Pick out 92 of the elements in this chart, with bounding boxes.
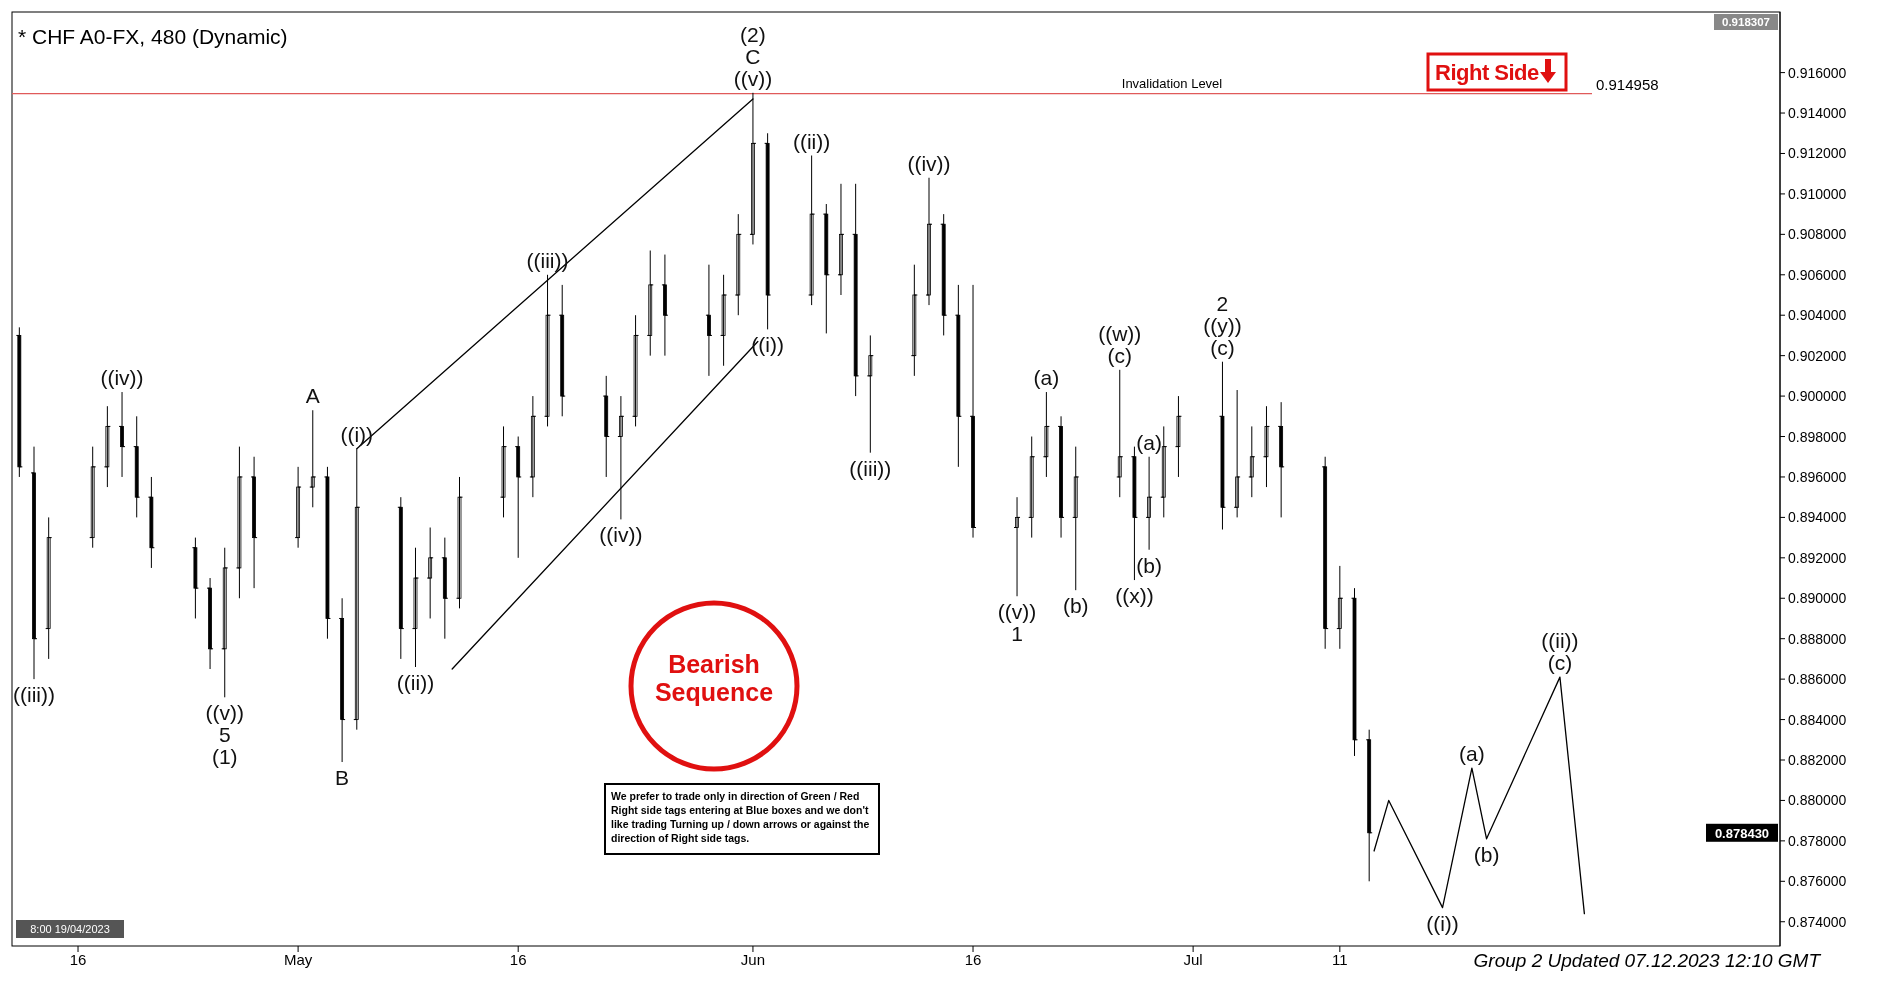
candlestick (237, 446, 242, 599)
candlestick (1132, 446, 1137, 581)
y-tick-label: 0.884000 (1788, 711, 1847, 728)
y-tick-label: 0.886000 (1788, 671, 1847, 688)
annotation: Bearish Sequence (654, 650, 774, 706)
y-tick-label: 0.912000 (1788, 145, 1847, 162)
x-tick-label: Jun (740, 951, 766, 968)
annotation: ((i)) (751, 333, 784, 357)
y-tick-label: 0.908000 (1788, 226, 1847, 243)
y-tick-label: 0.896000 (1788, 468, 1847, 485)
x-tick-label: 16 (509, 951, 527, 968)
annotation: 1 (1011, 622, 1023, 646)
y-tick-label: 0.916000 (1788, 64, 1847, 81)
annotation: ((iii)) (13, 683, 55, 707)
y-tick-label: 0.906000 (1788, 266, 1847, 283)
chart-title: * CHF A0-FX, 480 (Dynamic) (18, 25, 288, 48)
y-tick-label: 0.888000 (1788, 630, 1847, 647)
annotation: 2 (1216, 291, 1229, 315)
y-tick-label: 0.904000 (1788, 307, 1847, 324)
annotation: (2) (740, 22, 766, 46)
annotation: 5 (218, 723, 231, 747)
annotation: ((i)) (1426, 911, 1459, 935)
candlestick (1176, 395, 1181, 478)
candlestick (413, 547, 418, 668)
y-tick-label: 0.876000 (1788, 873, 1847, 890)
annotation: (b) (1062, 594, 1089, 618)
candlestick (956, 284, 961, 468)
y-tick-label: 0.914000 (1788, 105, 1847, 122)
candlestick (809, 155, 814, 306)
annotation: ((ii)) (1541, 629, 1579, 653)
annotation: 0.918307 (1722, 16, 1770, 28)
candlestick (765, 132, 770, 330)
text: Group 2 Updated 07.12.2023 12:10 GMT (1473, 950, 1822, 971)
annotation: B (335, 766, 350, 790)
annotation: (c) (1547, 651, 1573, 675)
y-tick-label: 0.880000 (1788, 792, 1847, 809)
annotation: (a) (1459, 742, 1485, 766)
annotation: Right Side (1435, 60, 1540, 85)
candlestick (545, 274, 550, 427)
candlestick (457, 476, 462, 609)
candlestick (633, 314, 638, 427)
y-tick-label: 0.910000 (1788, 185, 1847, 202)
annotation: ((ii)) (396, 671, 435, 694)
annotation: ((v)) (997, 600, 1037, 624)
annotation: (b) (1136, 553, 1162, 577)
annotation: ((iii)) (526, 248, 569, 272)
annotation: ((y)) (1203, 313, 1242, 337)
candlestick (193, 537, 198, 619)
annotation: A (305, 384, 320, 408)
annotation: ((i)) (340, 422, 374, 446)
annotation: ((iii)) (849, 456, 892, 480)
y-tick-label: 0.902000 (1788, 347, 1847, 364)
annotation: ((v)) (733, 66, 773, 90)
x-tick-label: Jul (1183, 951, 1203, 968)
candlestick (501, 425, 506, 518)
annotation: ((v)) (205, 701, 244, 725)
annotation: (b) (1473, 842, 1500, 866)
candlestick (1220, 361, 1225, 531)
x-tick-label: 16 (69, 951, 87, 968)
annotation: 8:00 19/04/2023 (30, 923, 110, 935)
y-tick-label: 0.874000 (1788, 913, 1847, 930)
candlestick (105, 405, 110, 488)
candlestick (1352, 587, 1357, 757)
y-tick-label: 0.890000 (1788, 590, 1847, 607)
x-tick-label: 16 (964, 951, 982, 968)
y-tick-label: 0.898000 (1788, 428, 1847, 445)
candlestick (325, 466, 330, 640)
annotation: ((ii)) (792, 129, 831, 153)
y-tick-label: 0.878000 (1788, 832, 1847, 849)
annotation: ((w)) (1098, 321, 1142, 345)
annotation: ((iv)) (100, 366, 144, 390)
candlestick (1264, 405, 1269, 488)
y-tick-label: 0.894000 (1788, 509, 1847, 526)
annotation: 0.914958 (1596, 75, 1659, 93)
y-tick-label: 0.892000 (1788, 549, 1847, 566)
ref-line-label: Invalidation Level (1121, 75, 1223, 91)
annotation: (a) (1136, 430, 1162, 454)
x-tick-label: 11 (1332, 951, 1348, 968)
y-tick-label: 0.900000 (1788, 388, 1847, 405)
candlestick (149, 476, 154, 569)
x-tick-label: May (283, 951, 313, 968)
candlestick (721, 274, 726, 367)
line-series (1373, 676, 1586, 915)
annotation: ((iv)) (907, 151, 951, 175)
annotation: 0.878430 (1714, 825, 1770, 841)
candlestick (1044, 391, 1049, 478)
annotation: ((iv)) (599, 523, 643, 547)
annotation: We prefer to trade only in direction of Green / Red Right side tags entering at Blue boxes and we don't like trading Turning up / down arrows or against the direction of Right side tags. (611, 790, 870, 844)
annotation: ((x)) (1115, 584, 1154, 608)
annotation: (1) (211, 745, 238, 769)
y-tick-label: 0.882000 (1788, 752, 1847, 768)
annotation: (a) (1033, 366, 1060, 390)
